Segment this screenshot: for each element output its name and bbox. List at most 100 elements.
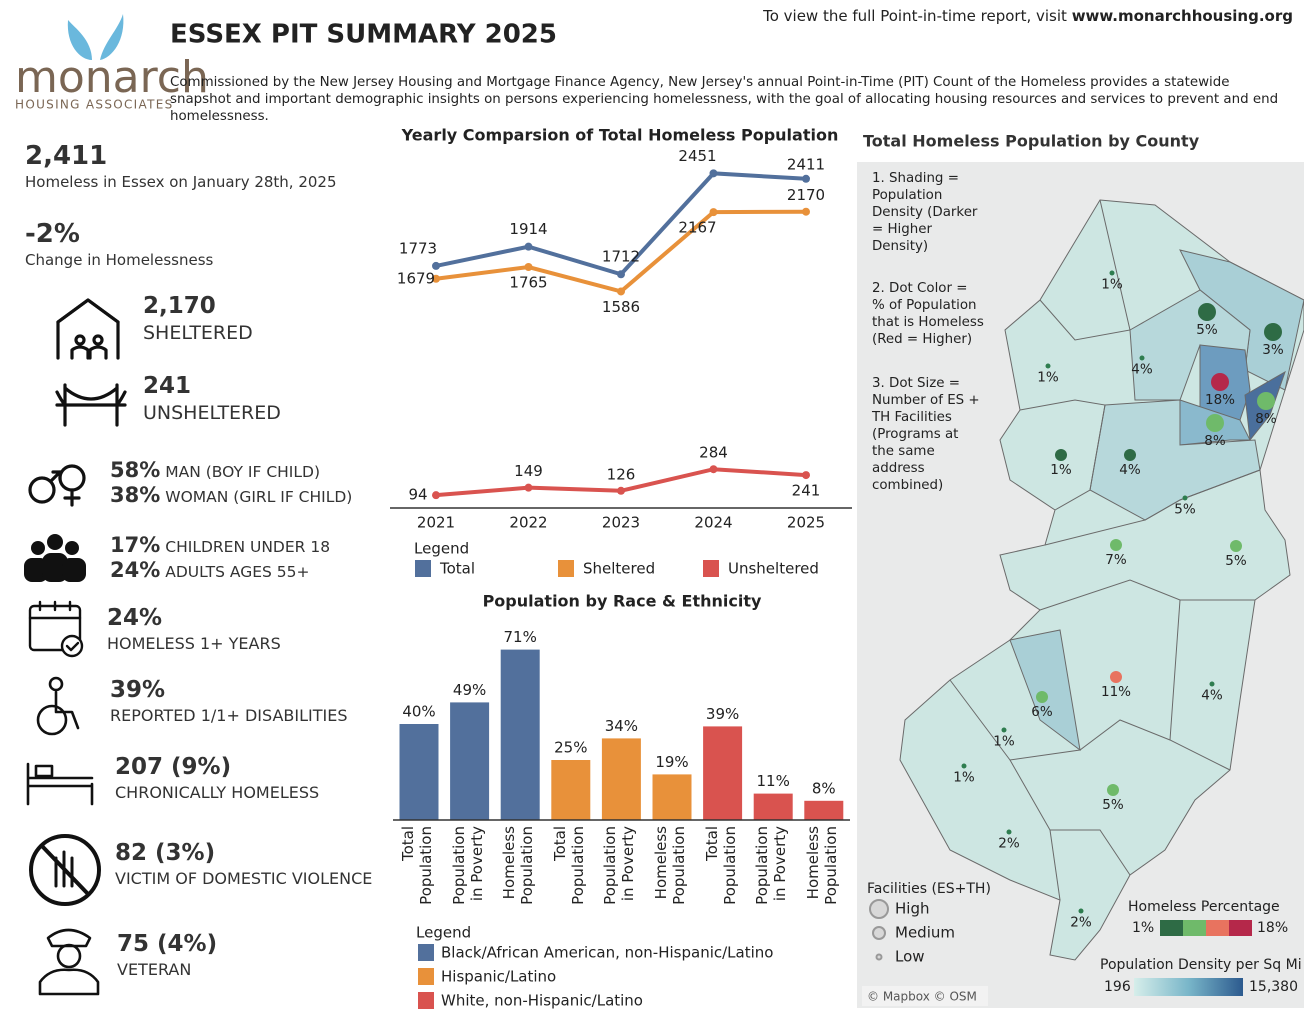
x-tick-label: Total Population bbox=[399, 826, 435, 905]
county-label: 8% bbox=[1255, 411, 1277, 427]
bar bbox=[804, 800, 844, 820]
county-dot bbox=[1110, 671, 1122, 683]
legend-label: Total bbox=[439, 560, 475, 578]
bar bbox=[399, 724, 439, 820]
county-dot bbox=[1045, 363, 1051, 369]
data-label: 34% bbox=[605, 717, 638, 735]
icon-bridge bbox=[55, 383, 127, 427]
data-label: 49% bbox=[453, 681, 486, 699]
legend-swatch bbox=[418, 968, 434, 985]
county-border bbox=[949, 679, 1171, 761]
county-label: 1% bbox=[993, 734, 1015, 750]
legend-title: Legend bbox=[416, 924, 471, 942]
data-label: 2170 bbox=[787, 186, 825, 204]
bar bbox=[500, 649, 540, 820]
legend-label: Hispanic/Latino bbox=[441, 968, 556, 986]
report-link-line: To view the full Point-in-time report, v… bbox=[763, 7, 1293, 25]
data-label: 1712 bbox=[602, 248, 640, 266]
icon-people bbox=[24, 534, 86, 582]
data-label: 11% bbox=[757, 772, 790, 790]
bar bbox=[601, 738, 641, 820]
color-legend-bar bbox=[1160, 920, 1252, 936]
stat-value: 17% bbox=[110, 533, 161, 557]
stat-value: 24% bbox=[107, 605, 163, 631]
x-tick-label: Homeless Population bbox=[500, 826, 537, 905]
county-label: 5% bbox=[1196, 322, 1218, 338]
county-dot bbox=[1036, 691, 1048, 703]
legend-label: Unsheltered bbox=[728, 560, 819, 578]
line-point bbox=[802, 207, 810, 216]
county-label: 8% bbox=[1204, 433, 1226, 449]
county-label: 7% bbox=[1105, 552, 1127, 568]
data-label: 1765 bbox=[509, 274, 547, 292]
county-label: 4% bbox=[1201, 688, 1223, 704]
county-dot bbox=[1109, 270, 1115, 276]
stat-value: 75 (4%) bbox=[117, 931, 218, 957]
stat-value: 38% bbox=[110, 483, 161, 507]
county-dot bbox=[1124, 449, 1136, 461]
stat-row: 24% ADULTS AGES 55+ bbox=[110, 558, 310, 582]
x-tick-label: 2025 bbox=[787, 514, 825, 532]
map-note: 2. Dot Color = % of Population that is H… bbox=[872, 281, 984, 347]
stat-label: SHELTERED bbox=[143, 322, 253, 344]
stat-label: VETERAN bbox=[117, 960, 192, 979]
line-point bbox=[617, 486, 625, 495]
x-tick-label: 2024 bbox=[694, 514, 732, 532]
data-label: 40% bbox=[402, 703, 435, 721]
x-tick-label: 2023 bbox=[602, 514, 640, 532]
report-link[interactable]: www.monarchhousing.org bbox=[1071, 7, 1293, 25]
color-legend-max: 18% bbox=[1257, 920, 1288, 936]
summary-label: Homeless in Essex on January 28th, 2025 bbox=[25, 173, 337, 191]
logo-name: monarch bbox=[15, 52, 209, 103]
x-tick-label: Homeless Population bbox=[652, 826, 688, 905]
stat-label: HOMELESS 1+ YEARS bbox=[107, 634, 281, 653]
legend-title: Legend bbox=[414, 540, 469, 558]
stat-row: 58% MAN (BOY IF CHILD) bbox=[110, 458, 320, 482]
stat-label: WOMAN (GIRL IF CHILD) bbox=[165, 488, 353, 506]
county-dot bbox=[1078, 908, 1084, 914]
legend-label: Black/African American, non-Hispanic/Lat… bbox=[441, 944, 773, 962]
stat-value: 39% bbox=[110, 677, 166, 703]
data-label: 2451 bbox=[678, 147, 716, 165]
county-label: 18% bbox=[1205, 392, 1235, 408]
color-legend-title: Homeless Percentage bbox=[1128, 899, 1280, 915]
county-dot bbox=[1230, 540, 1242, 552]
x-tick-label: Population in Poverty bbox=[601, 826, 638, 905]
county-label: 2% bbox=[1070, 915, 1092, 931]
attribution-bg bbox=[862, 986, 988, 1006]
legend-swatch bbox=[703, 560, 719, 577]
county-label: 2% bbox=[998, 836, 1020, 852]
data-label: 19% bbox=[655, 753, 688, 771]
link-prefix: To view the full Point-in-time report, v… bbox=[763, 7, 1067, 25]
stat-value: 241 bbox=[143, 373, 192, 399]
x-tick-label: Population in Poverty bbox=[449, 826, 486, 905]
icon-calendar bbox=[28, 600, 84, 658]
map-title: Total Homeless Population by County bbox=[863, 132, 1200, 151]
chart-title: Yearly Comparsion of Total Homeless Popu… bbox=[401, 126, 839, 145]
data-label: 1586 bbox=[602, 298, 640, 316]
icon-gender bbox=[28, 464, 86, 507]
county-label: 1% bbox=[1101, 277, 1123, 293]
line-point bbox=[802, 471, 810, 480]
x-tick-label: Homeless Population bbox=[803, 826, 840, 905]
county-border bbox=[1049, 829, 1061, 901]
data-label: 8% bbox=[812, 779, 836, 797]
color-legend-min: 1% bbox=[1132, 920, 1154, 936]
stat-label: CHRONICALLY HOMELESS bbox=[115, 783, 320, 802]
line-point bbox=[524, 263, 533, 272]
size-legend-label: Medium bbox=[895, 924, 955, 942]
line-point bbox=[524, 483, 533, 492]
map-note: 1. Shading = Population Density (Darker … bbox=[872, 171, 978, 254]
size-legend-label: Low bbox=[895, 948, 925, 966]
icon-no-violence bbox=[29, 834, 101, 906]
legend-label: Sheltered bbox=[583, 560, 655, 578]
line-point bbox=[709, 169, 718, 178]
county-dot bbox=[1139, 355, 1145, 361]
line-point bbox=[524, 242, 533, 251]
stat-row: 38% WOMAN (GIRL IF CHILD) bbox=[110, 483, 352, 507]
icon-bed bbox=[26, 762, 94, 806]
icon-veteran bbox=[38, 928, 100, 996]
stat-label: ADULTS AGES 55+ bbox=[165, 563, 310, 581]
